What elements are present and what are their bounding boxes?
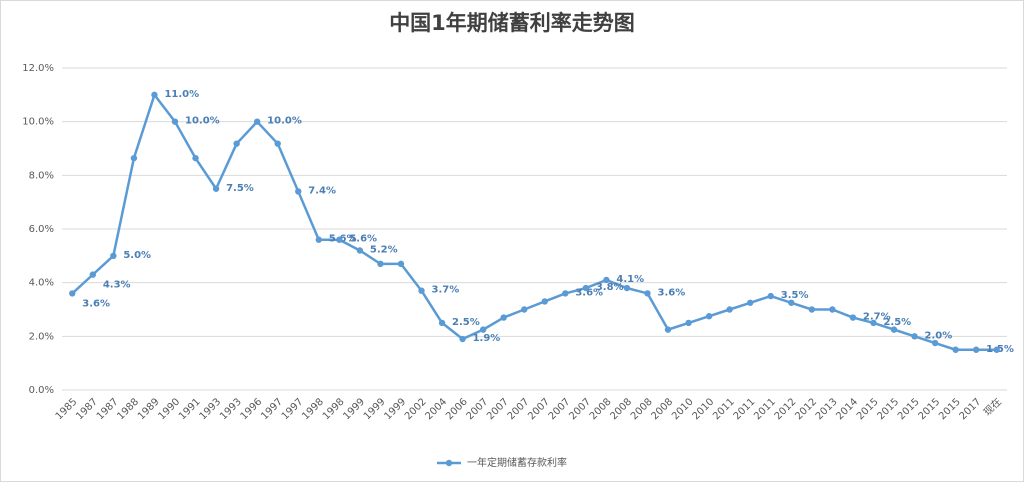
marker — [459, 335, 466, 343]
marker — [931, 339, 939, 347]
y-tick-label: 2.0% — [29, 331, 54, 342]
y-tick-label: 8.0% — [29, 170, 54, 181]
data-label: 11.0% — [164, 89, 199, 100]
marker — [582, 284, 590, 292]
data-label: 2.7% — [863, 312, 891, 323]
legend-label: 一年定期储蓄存款利率 — [467, 456, 567, 469]
data-label: 2.0% — [925, 330, 953, 341]
marker — [849, 314, 857, 321]
data-label: 3.6% — [82, 298, 110, 309]
marker — [562, 290, 569, 297]
marker — [829, 306, 836, 313]
marker — [808, 306, 816, 313]
marker — [377, 260, 384, 268]
y-tick-label: 10.0% — [22, 117, 54, 128]
marker — [521, 306, 528, 313]
marker — [726, 306, 733, 313]
data-label: 4.1% — [616, 274, 644, 285]
marker — [705, 313, 713, 320]
data-label: 1.5% — [986, 344, 1014, 355]
data-label: 7.4% — [308, 185, 336, 196]
data-label: 4.3% — [103, 280, 131, 291]
marker — [664, 326, 672, 333]
chart-title: 中国1年期储蓄利率走势图 — [389, 11, 635, 35]
marker — [295, 188, 302, 195]
marker — [336, 236, 343, 243]
data-label: 10.0% — [185, 116, 220, 127]
marker — [993, 346, 1000, 353]
marker — [890, 326, 898, 333]
data-label: 5.0% — [123, 250, 151, 261]
y-tick-label: 4.0% — [29, 278, 54, 289]
data-label: 3.7% — [432, 285, 460, 296]
y-tick-label: 12.0% — [22, 63, 54, 74]
marker — [89, 271, 97, 278]
marker — [397, 260, 405, 268]
data-label: 5.2% — [370, 244, 398, 255]
marker — [644, 290, 651, 297]
marker — [438, 319, 446, 327]
marker — [418, 287, 425, 294]
data-label: 2.5% — [883, 317, 911, 328]
data-label: 7.5% — [226, 183, 254, 194]
marker — [130, 154, 138, 162]
data-label: 3.6% — [657, 287, 685, 298]
marker — [500, 314, 507, 321]
marker — [253, 118, 261, 125]
data-label: 3.8% — [596, 282, 624, 293]
marker — [479, 326, 487, 333]
marker — [972, 346, 980, 353]
marker — [911, 333, 918, 340]
marker — [356, 247, 364, 254]
y-tick-label: 0.0% — [29, 385, 54, 396]
marker — [212, 185, 220, 192]
marker — [767, 292, 774, 300]
marker — [274, 140, 281, 147]
marker — [151, 91, 158, 99]
data-label: 5.6% — [329, 234, 357, 245]
marker — [171, 118, 179, 125]
data-label: 10.0% — [267, 116, 302, 127]
marker — [747, 299, 754, 306]
marker — [870, 319, 877, 327]
marker — [69, 290, 76, 297]
data-label: 3.5% — [781, 290, 809, 301]
marker — [315, 236, 322, 243]
data-label: 5.6% — [349, 234, 377, 245]
marker — [603, 276, 610, 284]
marker — [623, 284, 631, 292]
data-label: 1.9% — [473, 333, 501, 344]
marker — [541, 298, 548, 305]
data-label: 2.5% — [452, 317, 480, 328]
marker — [233, 140, 240, 147]
y-tick-label: 6.0% — [29, 224, 54, 235]
marker — [788, 299, 795, 306]
marker — [110, 252, 117, 260]
marker — [192, 154, 199, 162]
legend-marker — [445, 459, 453, 467]
data-label: 3.6% — [575, 287, 603, 298]
line — [71, 93, 997, 351]
marker — [952, 346, 959, 353]
marker — [685, 319, 692, 327]
